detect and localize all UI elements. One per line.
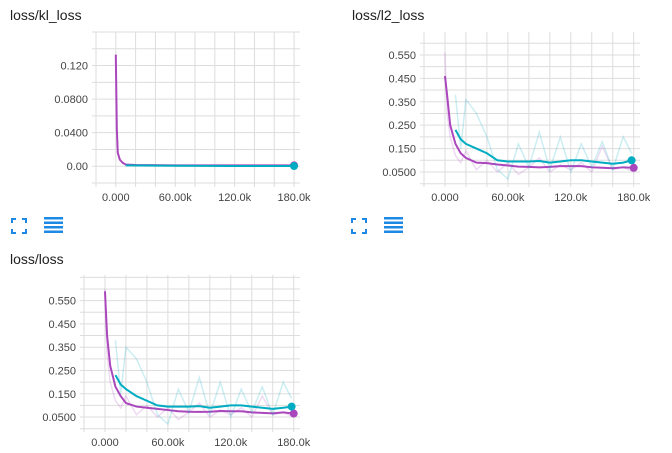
y-tick-label: 0.450 bbox=[48, 319, 76, 331]
y-tick-label: 0.0800 bbox=[54, 94, 88, 106]
raw-series-line bbox=[454, 94, 633, 181]
y-tick-label: 0.150 bbox=[48, 389, 76, 401]
y-tick-label: 0.550 bbox=[48, 296, 76, 308]
x-tick-label: 60.00k bbox=[491, 192, 525, 204]
y-tick-label: 0.00 bbox=[67, 161, 88, 173]
x-tick-label: 60.00k bbox=[151, 437, 185, 449]
chart-kl-loss: 0.000 60.00k 120.0k 180.0k 0.00 0.0400 0.0800 0… bbox=[54, 31, 312, 204]
series-end-point bbox=[289, 409, 298, 418]
chart-title-loss: loss/loss bbox=[10, 251, 64, 267]
x-tick-label: 0.000 bbox=[91, 437, 119, 449]
x-tick-label: 180.0k bbox=[277, 437, 311, 449]
series-end-point bbox=[629, 163, 638, 172]
y-tick-label: 0.0500 bbox=[42, 412, 76, 424]
x-tick-label: 0.000 bbox=[102, 192, 130, 204]
raw-series-line bbox=[114, 340, 293, 426]
x-tick-label: 120.0k bbox=[214, 437, 248, 449]
x-tick-label: 120.0k bbox=[554, 192, 588, 204]
y-tick-label: 0.350 bbox=[48, 342, 76, 354]
y-tick-label: 0.250 bbox=[48, 365, 76, 377]
chart-loss: 0.000 60.00k 120.0k 180.0k 0.0500 0.150 0.250 0… bbox=[42, 275, 311, 449]
series-end-point bbox=[290, 162, 299, 171]
x-tick-label: 120.0k bbox=[218, 192, 252, 204]
raw-series-line bbox=[104, 288, 295, 421]
series-line bbox=[114, 374, 292, 410]
series-line bbox=[125, 164, 295, 168]
x-tick-label: 180.0k bbox=[617, 192, 651, 204]
y-tick-label: 0.450 bbox=[388, 73, 416, 85]
x-tick-label: 60.00k bbox=[159, 192, 193, 204]
chart-title-kl-loss: loss/kl_loss bbox=[10, 7, 82, 23]
y-tick-label: 0.250 bbox=[388, 120, 416, 132]
y-tick-label: 0.120 bbox=[60, 61, 88, 73]
series-end-point bbox=[287, 402, 296, 411]
x-tick-label: 0.000 bbox=[431, 192, 459, 204]
series-end-point bbox=[627, 156, 636, 165]
y-tick-label: 0.350 bbox=[388, 97, 416, 109]
y-tick-label: 0.550 bbox=[388, 50, 416, 62]
series-line bbox=[443, 75, 634, 170]
series-line bbox=[103, 291, 294, 415]
fullscreen-icon[interactable] bbox=[351, 218, 367, 234]
y-tick-label: 0.150 bbox=[388, 144, 416, 156]
chart-title-l2-loss: loss/l2_loss bbox=[352, 7, 425, 23]
y-tick-label: 0.0500 bbox=[382, 167, 416, 179]
series-line bbox=[454, 129, 632, 165]
raw-series-line bbox=[444, 52, 635, 176]
fullscreen-icon[interactable] bbox=[11, 218, 27, 234]
series-line bbox=[114, 54, 295, 167]
chart-l2-loss: 0.000 60.00k 120.0k 180.0k 0.0500 0.150 0.250 0… bbox=[382, 32, 651, 204]
y-tick-label: 0.0400 bbox=[54, 128, 88, 140]
menu-lines-icon[interactable] bbox=[384, 216, 403, 234]
menu-lines-icon[interactable] bbox=[44, 216, 63, 234]
x-tick-label: 180.0k bbox=[278, 192, 312, 204]
